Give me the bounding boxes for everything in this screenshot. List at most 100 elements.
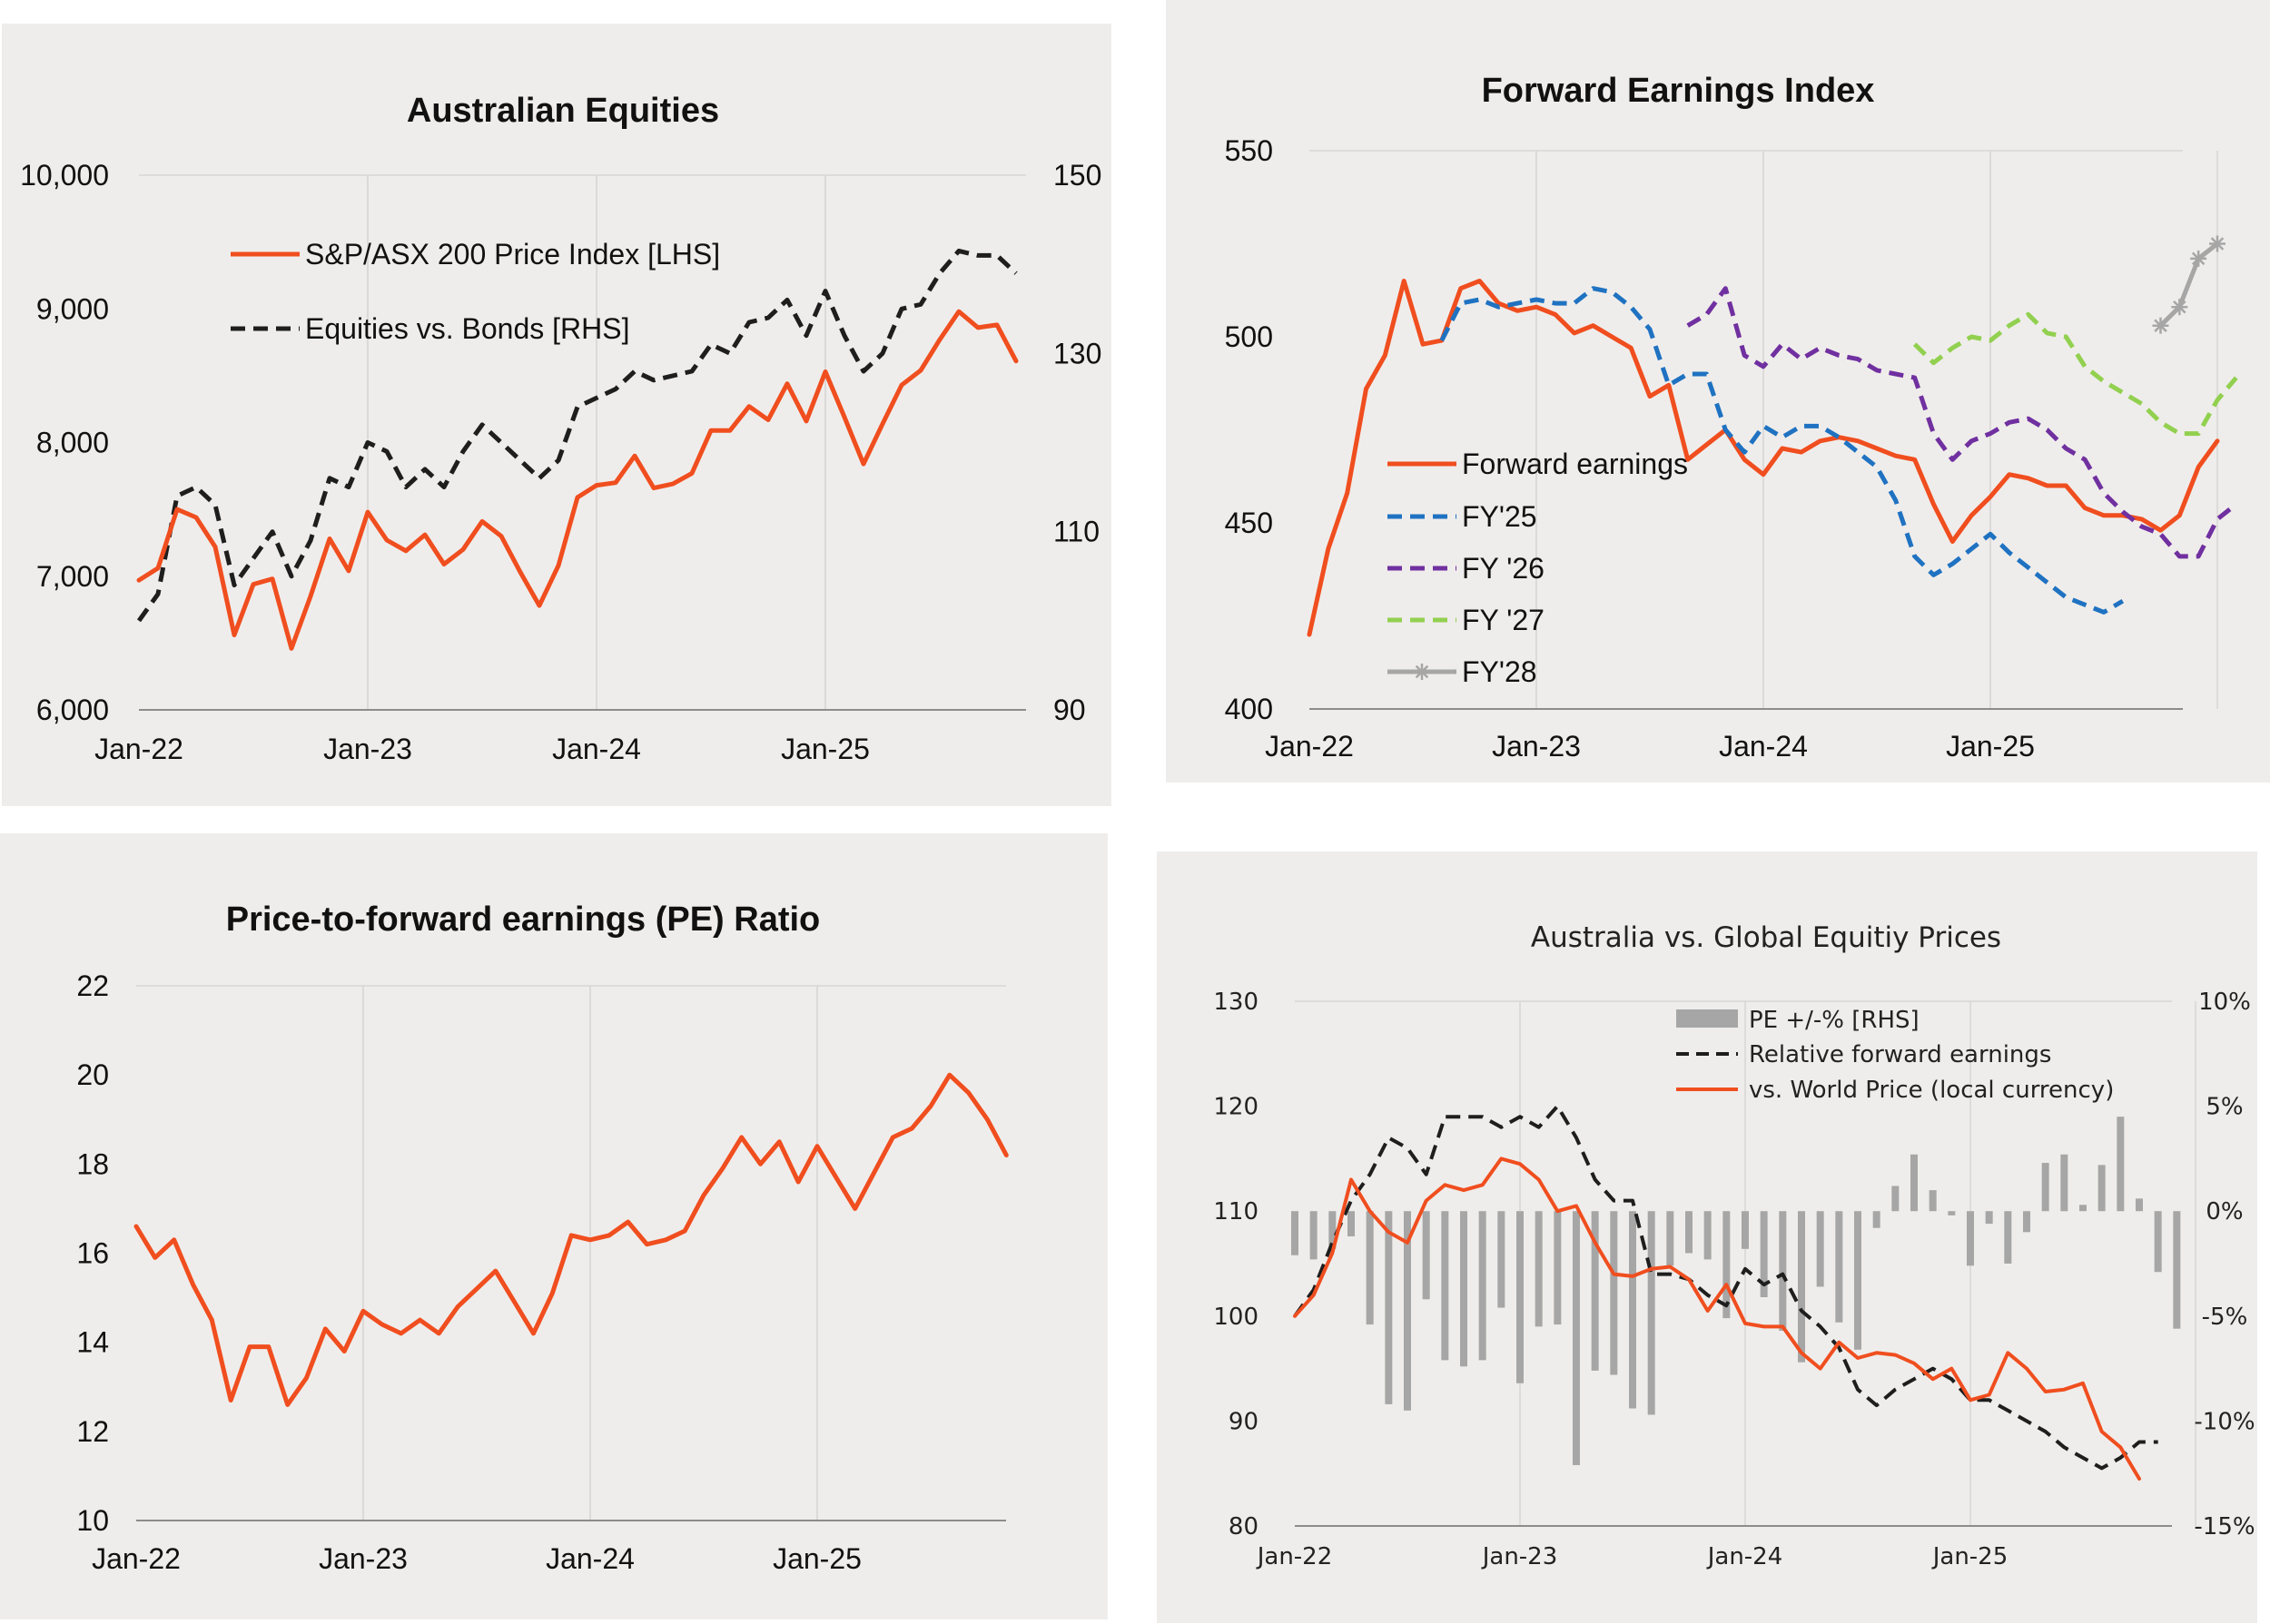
legend-label-equities-vs-bonds: Equities vs. Bonds [RHS] xyxy=(305,312,629,345)
y-left-tick-label: 6,000 xyxy=(36,694,109,726)
series-line-fy4 xyxy=(2158,241,2220,329)
y-right-tick-label: 110 xyxy=(1053,516,1100,548)
bar-pe-diff xyxy=(1835,1211,1843,1323)
x-tick-label: Jan-24 xyxy=(1706,1543,1783,1570)
y-right-tick-label: -15% xyxy=(2194,1513,2255,1540)
chart-australia-vs-global: Australia vs. Global Equitiy Prices Jan-… xyxy=(1213,921,2255,1570)
bar-pe-diff xyxy=(2004,1211,2012,1264)
bar-pe-diff xyxy=(1497,1211,1505,1308)
chart-forward-earnings-index: Forward Earnings Index Jan-22 Jan-23 Jan-2… xyxy=(1225,72,2238,763)
bar-pe-diff xyxy=(1554,1211,1562,1325)
bar-pe-diff xyxy=(1478,1211,1486,1361)
legend-label-vs-world-price: vs. World Price (local currency) xyxy=(1749,1077,2114,1104)
chart-title: Australia vs. Global Equitiy Prices xyxy=(1531,921,2001,954)
y-tick-label: 20 xyxy=(76,1058,109,1091)
bar-pe-diff xyxy=(1291,1211,1298,1255)
bar-pe-diff xyxy=(1722,1211,1731,1319)
bar-pe-diff xyxy=(1798,1211,1805,1363)
chart-panel-australia-vs-global: Australia vs. Global Equitiy Prices Jan-… xyxy=(1157,851,2257,1623)
y-right-tick-label: -10% xyxy=(2194,1408,2255,1435)
series-line-vs-world-price xyxy=(1293,1156,2141,1481)
y-right-tick-label: 5% xyxy=(2206,1094,2243,1121)
bar-pe-diff xyxy=(2060,1154,2068,1212)
y-right-tick-label: 90 xyxy=(1053,694,1086,726)
legend-label-pe-diff: PE +/-% [RHS] xyxy=(1749,1007,1920,1034)
y-tick-label: 10 xyxy=(76,1504,109,1537)
chart-panel-pe-ratio: Price-to-forward earnings (PE) Ratio Jan… xyxy=(0,833,1108,1619)
chart-title: Australian Equities xyxy=(407,92,719,130)
series-line-pe-ratio xyxy=(133,1072,1009,1407)
bar-pe-diff xyxy=(1891,1186,1900,1212)
series-line-forward-earnings xyxy=(1307,279,2220,637)
y-tick-label: 22 xyxy=(76,969,109,1002)
bar-pe-diff xyxy=(1760,1211,1768,1297)
bar-pe-diff xyxy=(1422,1211,1430,1300)
bar-pe-diff xyxy=(2041,1163,2049,1212)
bar-pe-diff xyxy=(1872,1211,1880,1228)
series-marker-fy28-stroke xyxy=(2154,319,2167,332)
bar-pe-diff xyxy=(1985,1211,1993,1225)
series-marker-fy28-stroke xyxy=(2191,251,2206,266)
y-right-tick-label: 10% xyxy=(2198,989,2251,1016)
y-left-tick-label: 9,000 xyxy=(36,292,109,325)
y-tick-label: 500 xyxy=(1225,320,1273,353)
bar-pe-diff xyxy=(2079,1205,2087,1212)
x-tick-label: Jan-25 xyxy=(1931,1543,2008,1570)
legend-marker-fy28-stroke xyxy=(1415,664,1429,679)
bar-pe-diff xyxy=(1703,1211,1712,1260)
bar-pe-diff xyxy=(1666,1211,1674,1266)
bar-pe-diff xyxy=(1779,1211,1787,1331)
y-left-tick-label: 120 xyxy=(1213,1094,1258,1121)
series-line-fy3 xyxy=(1912,311,2238,437)
x-tick-label: Jan-23 xyxy=(1481,1543,1558,1570)
series-marker-fy28-stroke xyxy=(2210,237,2225,251)
bar-pe-diff xyxy=(1685,1211,1693,1254)
chart-panel-forward-earnings: Forward Earnings Index Jan-22 Jan-23 Jan-2… xyxy=(1166,0,2270,782)
y-tick-label: 550 xyxy=(1225,134,1273,167)
bar-pe-diff xyxy=(2023,1211,2030,1233)
legend-swatch-pe-diff xyxy=(1676,1009,1738,1028)
y-left-tick-label: 130 xyxy=(1213,989,1258,1016)
bar-pe-diff xyxy=(1591,1211,1599,1371)
series-marker-fy28 xyxy=(2190,250,2207,267)
bar-pe-diff xyxy=(1385,1211,1393,1404)
y-tick-label: 14 xyxy=(76,1326,109,1359)
y-left-tick-label: 90 xyxy=(1229,1408,1258,1435)
y-left-tick-label: 100 xyxy=(1213,1304,1258,1331)
legend-label-3: FY '27 xyxy=(1462,604,1545,636)
chart-australian-equities: Australian Equities Jan-22 Jan-23 Jan-24 Ja… xyxy=(20,92,1101,765)
y-left-tick-label: 10,000 xyxy=(20,159,109,192)
x-tick-label: Jan-22 xyxy=(1265,730,1354,763)
bar-pe-diff xyxy=(1816,1211,1824,1287)
bar-pe-diff xyxy=(2117,1117,2125,1212)
y-right-tick-label: 0% xyxy=(2206,1198,2243,1225)
series-line-asx200 xyxy=(136,309,1019,651)
bar-pe-diff xyxy=(1742,1211,1749,1249)
y-tick-label: 450 xyxy=(1225,507,1273,539)
series-line-relative-forward-earnings xyxy=(1293,1104,2158,1471)
x-tick-label: Jan-24 xyxy=(1719,730,1808,763)
x-tick-label: Jan-25 xyxy=(773,1542,862,1575)
bar-pe-diff xyxy=(1366,1211,1374,1325)
bar-pe-diff xyxy=(1948,1211,1956,1216)
y-tick-label: 18 xyxy=(76,1147,109,1180)
series-marker-fy28-stroke xyxy=(2173,300,2186,314)
y-tick-label: 400 xyxy=(1225,693,1273,725)
legend-marker-fy28 xyxy=(1414,664,1430,680)
legend-label-relative-forward-earnings: Relative forward earnings xyxy=(1749,1041,2051,1068)
bar-pe-diff xyxy=(1629,1211,1636,1409)
x-tick-label: Jan-22 xyxy=(1256,1543,1333,1570)
series-marker-fy28 xyxy=(2209,235,2226,252)
bar-pe-diff xyxy=(1647,1211,1655,1415)
x-tick-label: Jan-24 xyxy=(546,1542,635,1575)
bar-pe-diff xyxy=(1929,1190,1937,1212)
y-right-tick-label: 130 xyxy=(1053,337,1101,369)
bar-pe-diff xyxy=(1441,1211,1449,1361)
bar-pe-diff xyxy=(1610,1211,1618,1375)
legend-label-4: FY'28 xyxy=(1462,655,1537,688)
x-tick-label: Jan-23 xyxy=(323,733,412,765)
y-left-tick-label: 7,000 xyxy=(36,560,109,593)
x-tick-label: Jan-25 xyxy=(781,733,870,765)
legend-label-0: Forward earnings xyxy=(1462,448,1688,480)
x-tick-label: Jan-22 xyxy=(92,1542,181,1575)
